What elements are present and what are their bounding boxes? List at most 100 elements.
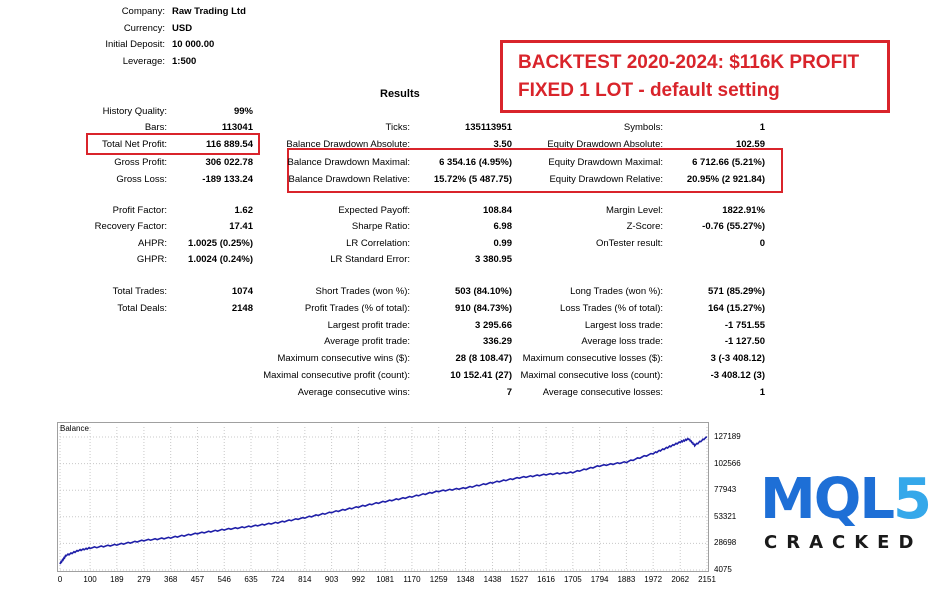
stat-value: 1.0024 (0.24%)	[188, 254, 253, 265]
stat-value: 1822.91%	[722, 205, 765, 216]
y-tick-label: 127189	[714, 432, 741, 441]
stat-label: Maximal consecutive profit (count):	[263, 370, 410, 381]
stat-value: 2148	[231, 303, 253, 314]
company-label: Company:	[121, 6, 165, 17]
stat-label: Symbols:	[623, 122, 663, 133]
drawdown-highlight	[287, 148, 783, 193]
x-tick-label: 0	[57, 575, 63, 584]
stat-label: GHPR:	[136, 254, 167, 265]
x-tick-label: 992	[351, 575, 366, 584]
x-tick-label: 1438	[483, 575, 502, 584]
currency-label: Currency:	[123, 23, 165, 34]
balance-chart	[57, 422, 709, 572]
stat-value: 7	[506, 387, 512, 398]
x-tick-label: 1616	[537, 575, 555, 584]
stat-label: Largest loss trade:	[584, 320, 663, 331]
net-profit-highlight	[86, 133, 260, 155]
x-tick-label: 1527	[510, 575, 529, 584]
total-net-profit-label: Total Net Profit:	[102, 139, 167, 150]
stat-value: 3.50	[493, 139, 513, 150]
stat-value: 164 (15.27%)	[707, 303, 765, 314]
results-title: Results	[380, 88, 420, 100]
equity-drawdown-relative-value: 20.95% (2 921.84)	[686, 174, 765, 185]
backtest-callout: BACKTEST 2020-2024: $116K PROFIT FIXED 1…	[500, 40, 890, 113]
stat-label: Long Trades (won %):	[570, 286, 663, 297]
stat-label: Expected Payoff:	[338, 205, 410, 216]
stat-value: 135113951	[464, 122, 512, 133]
company-value: Raw Trading Ltd	[172, 6, 246, 17]
balance-drawdown-maximal-label: Balance Drawdown Maximal:	[287, 157, 411, 168]
stat-label: Margin Level:	[605, 205, 663, 216]
equity-drawdown-relative-label: Equity Drawdown Relative:	[549, 174, 663, 185]
stat-value: 99%	[233, 106, 253, 117]
balance-drawdown-maximal-value: 6 354.16 (4.95%)	[439, 157, 512, 168]
x-tick-label: 457	[190, 575, 205, 584]
stat-value: -3 408.12 (3)	[710, 370, 765, 381]
stat-label: Gross Profit:	[114, 157, 167, 168]
stat-value: -1 751.55	[724, 320, 765, 331]
stat-label: Profit Factor:	[112, 205, 167, 216]
callout-line2: FIXED 1 LOT - default setting	[518, 80, 780, 101]
stat-label: Z-Score:	[626, 221, 663, 232]
stat-label: Maximum consecutive losses ($):	[522, 353, 663, 364]
x-tick-label: 189	[110, 575, 124, 584]
stat-value: 28 (8 108.47)	[455, 353, 512, 364]
leverage-value: 1:500	[172, 56, 197, 67]
stat-value: 571 (85.29%)	[707, 286, 765, 297]
logo-five: 5	[893, 467, 932, 532]
stat-label: History Quality:	[102, 106, 167, 117]
stat-value: 1.62	[234, 205, 254, 216]
stat-label: Sharpe Ratio:	[351, 221, 410, 232]
x-tick-label: 546	[217, 575, 231, 584]
stat-value: 102.59	[735, 139, 765, 150]
x-tick-label: 903	[324, 575, 339, 584]
equity-drawdown-maximal-label: Equity Drawdown Maximal:	[548, 157, 663, 168]
x-tick-label: 1081	[376, 575, 395, 584]
logo-main-text: MQL5	[760, 467, 932, 532]
stat-value: 336.29	[482, 336, 512, 347]
stat-value: 0.99	[493, 238, 513, 249]
logo-mql: MQL	[760, 467, 895, 532]
y-tick-label: 102566	[714, 458, 741, 468]
stat-label: LR Standard Error:	[330, 254, 410, 265]
stat-value: 10 152.41 (27)	[450, 370, 512, 381]
balance-drawdown-relative-value: 15.72% (5 487.75)	[433, 174, 512, 185]
x-tick-label: 279	[137, 575, 151, 584]
equity-drawdown-maximal-value: 6 712.66 (5.21%)	[692, 157, 765, 168]
stat-label: Recovery Factor:	[94, 221, 167, 232]
x-tick-label: 1883	[617, 575, 636, 584]
stat-label: Equity Drawdown Absolute:	[547, 139, 663, 150]
stat-label: Bars:	[144, 122, 167, 133]
x-tick-label: 1972	[644, 575, 663, 584]
y-tick-label: 28698	[714, 538, 737, 548]
stat-label: Average profit trade:	[324, 336, 410, 347]
stat-value: 1	[759, 122, 765, 133]
stat-value: 3 (-3 408.12)	[710, 353, 765, 364]
stat-value: 910 (84.73%)	[454, 303, 512, 314]
stat-value: 3 380.95	[475, 254, 512, 265]
stat-value: 108.84	[482, 205, 512, 216]
x-tick-label: 368	[164, 575, 178, 584]
callout-line1: BACKTEST 2020-2024: $116K PROFIT	[518, 52, 860, 73]
stat-value: -189 133.24	[202, 174, 253, 185]
stat-label: Gross Loss:	[116, 174, 167, 185]
stat-label: Total Trades:	[112, 286, 167, 297]
x-tick-label: 2062	[671, 575, 690, 584]
stat-value: -0.76 (55.27%)	[702, 221, 765, 232]
stat-value: 17.41	[229, 221, 253, 232]
stat-label: Maximum consecutive wins ($):	[277, 353, 410, 364]
initial-deposit-value: 10 000.00	[172, 39, 215, 50]
stat-value: 113041	[221, 122, 253, 133]
x-tick-label: 724	[271, 575, 285, 584]
x-tick-label: 1259	[429, 575, 448, 584]
stat-value: 1074	[231, 286, 253, 297]
x-tick-label: 100	[83, 575, 97, 584]
x-tick-label: 1348	[456, 575, 475, 584]
balance-series-line	[59, 436, 708, 565]
stat-label: Short Trades (won %):	[315, 286, 410, 297]
stat-label: Profit Trades (% of total):	[304, 303, 410, 314]
mql5-logo: MQL5 CRACKED	[760, 468, 940, 558]
leverage-label: Leverage:	[122, 56, 165, 67]
stat-value: 0	[759, 238, 765, 249]
